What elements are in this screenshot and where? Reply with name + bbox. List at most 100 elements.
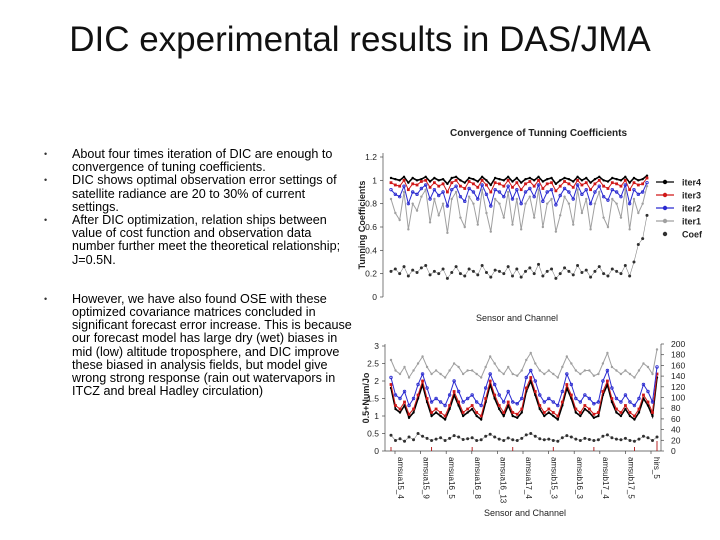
data-point: [571, 197, 575, 201]
data-point: [489, 204, 493, 208]
bullet-dot-icon: •: [44, 175, 48, 186]
data-point: [538, 407, 541, 411]
data-point: [515, 267, 519, 271]
data-point: [428, 197, 432, 201]
legend-label: iter3: [682, 191, 701, 201]
data-point: [529, 432, 533, 435]
data-point: [597, 372, 600, 376]
data-point: [636, 243, 640, 246]
data-point: [407, 376, 411, 379]
data-point: [567, 177, 571, 181]
series-line-iter4: [390, 175, 648, 187]
data-point: [470, 393, 474, 397]
data-point: [510, 197, 515, 201]
data-point: [476, 273, 480, 277]
data-point: [569, 435, 573, 439]
data-point: [520, 407, 524, 411]
data-point: [593, 269, 597, 273]
data-point: [419, 180, 423, 183]
data-point: [497, 269, 501, 273]
data-point: [567, 202, 571, 205]
data-point: [542, 438, 546, 442]
data-point: [606, 187, 610, 190]
data-point: [476, 180, 479, 183]
data-point: [537, 262, 541, 266]
data-point: [412, 369, 415, 372]
data-point: [624, 175, 627, 179]
data-point: [434, 411, 438, 414]
data-point: [479, 376, 483, 379]
data-point: [588, 201, 593, 206]
data-point: [484, 271, 488, 274]
data-point: [651, 372, 654, 376]
data-point: [585, 176, 588, 180]
y-tick-label: 0.2: [365, 269, 377, 279]
y2-tick-label: 0: [671, 446, 676, 456]
data-point: [498, 369, 501, 372]
data-point: [476, 185, 480, 189]
data-point: [583, 369, 587, 372]
data-point: [406, 188, 410, 192]
data-point: [541, 225, 545, 229]
data-point: [632, 176, 636, 180]
bullet-text: DIC shows optimal observation error sett…: [72, 173, 337, 214]
data-point: [450, 197, 453, 201]
data-point: [461, 400, 465, 404]
data-point: [394, 407, 397, 411]
y-tick-label: 1: [374, 411, 379, 421]
data-point: [459, 184, 462, 188]
y-tick-label: 0.6: [365, 222, 377, 232]
data-point: [543, 414, 546, 418]
y-axis-label: 0.5+Num/Jo: [361, 372, 371, 423]
data-point: [493, 181, 497, 185]
data-point: [551, 411, 555, 414]
data-point: [458, 272, 462, 276]
data-point: [592, 412, 596, 416]
y2-tick-label: 60: [671, 414, 681, 424]
y2-tick-label: 180: [671, 350, 685, 360]
data-point: [602, 179, 605, 182]
data-point: [565, 355, 569, 358]
data-point: [614, 437, 618, 441]
data-point: [651, 411, 654, 414]
data-point: [563, 266, 567, 270]
data-point: [597, 184, 601, 188]
data-point: [483, 386, 488, 390]
data-point: [416, 432, 420, 435]
data-point: [472, 202, 475, 205]
data-point: [437, 184, 441, 188]
data-point: [434, 437, 438, 441]
data-point: [623, 436, 627, 440]
data-point: [406, 274, 410, 278]
data-point: [489, 183, 492, 187]
data-point: [424, 183, 428, 187]
data-point: [578, 411, 582, 414]
data-point: [563, 195, 566, 198]
data-point: [550, 181, 553, 185]
data-point: [655, 435, 659, 439]
data-point: [393, 192, 398, 197]
data-point: [549, 187, 554, 192]
data-point: [628, 181, 631, 184]
data-point: [394, 369, 397, 372]
data-point: [520, 396, 524, 401]
y2-tick-label: 20: [671, 435, 681, 445]
data-point: [498, 202, 501, 205]
data-point: [480, 175, 484, 179]
data-point: [502, 216, 506, 219]
data-point: [567, 190, 571, 194]
series-line-iter1: [390, 186, 648, 233]
x-tick-label: amsub16_3: [575, 457, 584, 499]
data-point: [459, 179, 462, 182]
data-point: [611, 197, 614, 201]
data-point: [456, 389, 461, 394]
data-point: [556, 418, 560, 421]
y-tick-label: 2.5: [367, 359, 379, 369]
data-point: [506, 436, 510, 440]
data-point: [614, 190, 619, 194]
data-point: [502, 179, 506, 182]
data-point: [559, 214, 562, 217]
data-point: [480, 188, 484, 191]
data-point: [493, 397, 496, 400]
data-point: [632, 260, 636, 264]
